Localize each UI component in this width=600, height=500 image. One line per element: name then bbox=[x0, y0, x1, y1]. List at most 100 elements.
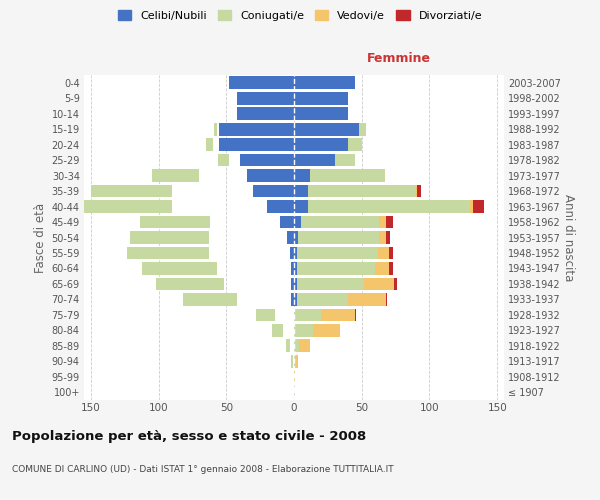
Bar bbox=[196, 169, 198, 182]
Bar bbox=[152, 169, 199, 182]
Bar bbox=[220, 123, 294, 136]
Bar bbox=[237, 92, 294, 104]
Bar bbox=[291, 262, 294, 275]
Bar bbox=[379, 216, 386, 228]
Bar bbox=[286, 340, 290, 352]
Bar bbox=[294, 200, 308, 213]
Bar bbox=[294, 370, 295, 383]
Bar bbox=[127, 246, 209, 260]
Bar bbox=[207, 216, 209, 228]
Bar bbox=[294, 355, 295, 368]
Bar bbox=[294, 76, 355, 89]
Bar bbox=[183, 293, 237, 306]
Bar bbox=[313, 324, 340, 336]
Text: Femmine: Femmine bbox=[367, 52, 431, 65]
Bar bbox=[224, 293, 230, 306]
Bar bbox=[287, 340, 289, 352]
Bar bbox=[417, 184, 421, 198]
Bar bbox=[294, 278, 297, 290]
Bar bbox=[220, 138, 294, 151]
Bar bbox=[294, 169, 310, 182]
Bar bbox=[348, 138, 362, 151]
Bar bbox=[294, 324, 313, 336]
Bar bbox=[310, 169, 385, 182]
Bar bbox=[416, 184, 417, 198]
Bar bbox=[247, 169, 294, 182]
Y-axis label: Fasce di età: Fasce di età bbox=[34, 202, 47, 272]
Bar bbox=[294, 216, 301, 228]
Bar bbox=[202, 231, 205, 244]
Bar bbox=[156, 278, 224, 290]
Bar bbox=[149, 200, 160, 213]
Bar bbox=[294, 308, 321, 321]
Bar bbox=[130, 231, 209, 244]
Bar bbox=[198, 216, 203, 228]
Bar bbox=[217, 278, 218, 290]
Bar bbox=[272, 324, 278, 336]
Bar bbox=[294, 293, 297, 306]
Bar bbox=[206, 231, 207, 244]
Bar bbox=[394, 278, 397, 290]
Bar bbox=[280, 216, 294, 228]
Bar bbox=[364, 278, 394, 290]
Bar bbox=[379, 231, 386, 244]
Bar bbox=[262, 308, 268, 321]
Bar bbox=[294, 184, 308, 198]
Bar bbox=[291, 355, 293, 368]
Bar bbox=[359, 123, 366, 136]
Bar bbox=[294, 246, 297, 260]
Bar bbox=[308, 200, 470, 213]
Legend: Celibi/Nubili, Coniugati/e, Vedovi/e, Divorziati/e: Celibi/Nubili, Coniugati/e, Vedovi/e, Di… bbox=[113, 6, 487, 25]
Bar bbox=[206, 138, 213, 151]
Bar bbox=[272, 324, 283, 336]
Bar bbox=[389, 262, 393, 275]
Bar bbox=[226, 154, 227, 166]
Bar bbox=[291, 278, 294, 290]
Bar bbox=[206, 246, 207, 260]
Bar bbox=[321, 308, 355, 321]
Bar bbox=[297, 246, 378, 260]
Bar bbox=[240, 154, 294, 166]
Bar bbox=[237, 108, 294, 120]
Bar bbox=[386, 231, 390, 244]
Bar bbox=[470, 200, 473, 213]
Bar bbox=[291, 293, 294, 306]
Bar bbox=[294, 231, 298, 244]
Bar bbox=[215, 278, 220, 290]
Bar bbox=[375, 262, 389, 275]
Bar bbox=[297, 293, 348, 306]
Bar bbox=[287, 231, 294, 244]
Bar bbox=[294, 340, 299, 352]
Bar bbox=[386, 216, 393, 228]
Bar bbox=[294, 108, 348, 120]
Bar bbox=[301, 216, 379, 228]
Text: Popolazione per età, sesso e stato civile - 2008: Popolazione per età, sesso e stato civil… bbox=[12, 430, 366, 443]
Bar bbox=[297, 262, 375, 275]
Y-axis label: Anni di nascita: Anni di nascita bbox=[562, 194, 575, 281]
Bar bbox=[295, 355, 298, 368]
Bar bbox=[386, 293, 388, 306]
Bar bbox=[199, 246, 203, 260]
Bar bbox=[335, 154, 355, 166]
Bar bbox=[299, 340, 310, 352]
Bar bbox=[294, 92, 348, 104]
Bar bbox=[389, 246, 393, 260]
Bar bbox=[298, 231, 379, 244]
Bar bbox=[290, 246, 294, 260]
Bar bbox=[294, 262, 297, 275]
Bar bbox=[378, 246, 389, 260]
Bar bbox=[91, 184, 172, 198]
Bar bbox=[142, 262, 217, 275]
Bar bbox=[140, 216, 210, 228]
Bar bbox=[253, 184, 294, 198]
Bar bbox=[229, 76, 294, 89]
Bar bbox=[294, 154, 335, 166]
Bar bbox=[256, 308, 275, 321]
Bar bbox=[308, 184, 416, 198]
Bar bbox=[294, 138, 348, 151]
Bar bbox=[167, 184, 169, 198]
Bar bbox=[169, 200, 171, 213]
Bar bbox=[218, 154, 229, 166]
Bar bbox=[214, 123, 217, 136]
Bar bbox=[77, 200, 172, 213]
